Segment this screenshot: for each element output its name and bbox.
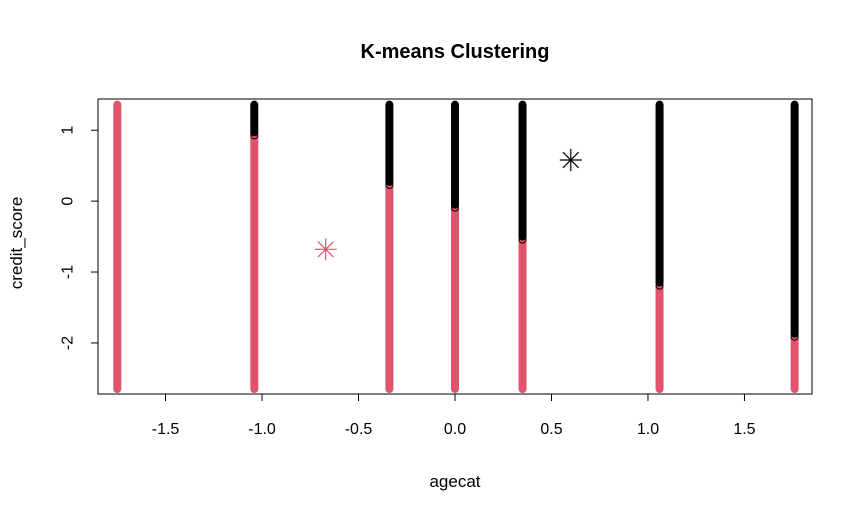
chart-title: K-means Clustering [361,41,550,63]
y-tick-label-3: 1 [60,126,77,135]
x-tick-label-1: -1.0 [248,421,276,438]
cluster-1-center [314,238,337,261]
cluster-2-center [559,148,582,171]
boundary-point-2 [385,180,394,189]
boundary-point-6 [790,332,799,341]
boundary-point-3 [451,203,459,212]
axes-layer: -1.5 -1.0 -0.5 0.0 0.5 1.0 1.5 -2 -1 0 1 [60,98,813,438]
x-tick-label-4: 0.5 [540,421,562,438]
cluster-2-center-stroke-3 [562,151,579,169]
boundary-point-1 [250,131,259,140]
y-tick-label-0: -2 [60,336,77,350]
y-tick-label-1: -1 [60,265,77,279]
x-axis-label: agecat [429,472,480,491]
y-axis-label: credit_score [7,197,26,290]
boundary-point-5 [655,281,664,290]
cluster-1-center-stroke-3 [317,241,334,258]
plot-layer [113,100,799,394]
x-tick-label-6: 1.5 [733,421,755,438]
x-tick-label-5: 1.0 [637,421,659,438]
x-tick-label-2: -0.5 [345,421,373,438]
boundary-point-4 [518,235,527,244]
x-tick-label-3: 0.0 [444,421,466,438]
x-tick-label-0: -1.5 [152,421,180,438]
y-tick-label-2: 0 [60,197,77,206]
